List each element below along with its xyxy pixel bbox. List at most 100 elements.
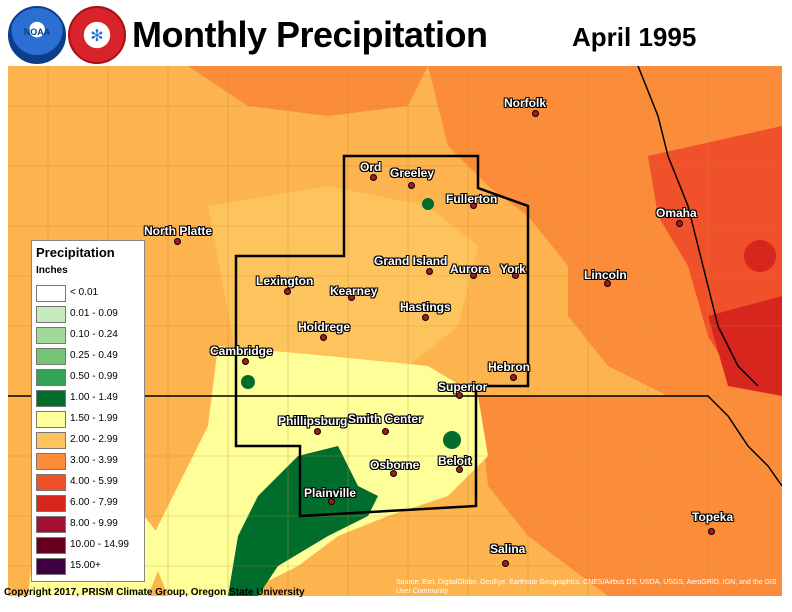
lincoln-marker: [604, 280, 611, 287]
city-label-osborne: Osborne: [370, 458, 420, 472]
city-label-phillipsburg: Phillipsburg: [278, 414, 348, 428]
beloit-marker: [456, 466, 463, 473]
salina-marker: [502, 560, 509, 567]
city-label-salina: Salina: [490, 542, 526, 556]
north-platte-marker: [174, 238, 181, 245]
city-label-smith-center: Smith Center: [348, 412, 423, 426]
legend-range-label: 6.00 - 7.99: [70, 497, 118, 508]
fullerton-marker: [470, 202, 477, 209]
hebron-marker: [510, 374, 517, 381]
city-label-grand-island: Grand Island: [374, 254, 448, 268]
legend-range-label: 3.00 - 3.99: [70, 455, 118, 466]
legend-title: Precipitation: [36, 245, 115, 260]
city-label-cambridge: Cambridge: [210, 344, 273, 358]
greeley-marker: [408, 182, 415, 189]
legend-swatch: [36, 474, 66, 491]
city-label-superior: Superior: [438, 380, 488, 394]
map-period: April 1995: [572, 22, 697, 52]
city-label-beloit: Beloit: [438, 454, 472, 468]
legend-range-label: 8.00 - 9.99: [70, 518, 118, 529]
city-label-aurora: Aurora: [450, 262, 490, 276]
city-label-kearney: Kearney: [330, 284, 378, 298]
holdrege-marker: [320, 334, 327, 341]
superior-marker: [456, 392, 463, 399]
legend-swatch: [36, 369, 66, 386]
city-label-norfolk: Norfolk: [504, 96, 546, 110]
legend-swatch: [36, 411, 66, 428]
city-label-topeka: Topeka: [692, 510, 734, 524]
legend-range-label: 0.50 - 0.99: [70, 371, 118, 382]
kansas-east-wet-region: [478, 396, 782, 596]
kearney-marker: [348, 294, 355, 301]
city-label-lexington: Lexington: [256, 274, 314, 288]
beloit-dry-cell: [443, 431, 461, 449]
city-label-greeley: Greeley: [390, 166, 435, 180]
north-wet-region: [188, 66, 428, 116]
legend-range-label: < 0.01: [70, 287, 99, 298]
city-label-fullerton: Fullerton: [446, 192, 498, 206]
legend-swatch: [36, 537, 66, 554]
city-label-york: York: [500, 262, 526, 276]
legend-range-label: 0.25 - 0.49: [70, 350, 118, 361]
legend-swatch: [36, 516, 66, 533]
legend-swatch: [36, 495, 66, 512]
legend-units: Inches: [36, 265, 68, 276]
city-label-holdrege: Holdrege: [298, 320, 351, 334]
legend-range-label: 0.10 - 0.24: [70, 329, 118, 340]
legend-swatch: [36, 432, 66, 449]
legend-swatch: [36, 327, 66, 344]
plainville-marker: [328, 498, 335, 505]
city-label-omaha: Omaha: [656, 206, 697, 220]
legend-swatch: [36, 285, 66, 302]
noaa-logo-text: NOAA: [23, 27, 51, 37]
phillipsburg-marker: [314, 428, 321, 435]
city-label-ord: Ord: [360, 160, 382, 174]
legend-swatch: [36, 558, 66, 575]
city-label-plainville: Plainville: [304, 486, 357, 500]
city-label-hebron: Hebron: [488, 360, 530, 374]
legend-range-label: 1.00 - 1.49: [70, 392, 118, 403]
legend-swatch: [36, 306, 66, 323]
legend-range-label: 0.01 - 0.09: [70, 308, 118, 319]
lexington-marker: [284, 288, 291, 295]
forecast-area-outline: [234, 154, 530, 518]
topeka-marker: [708, 528, 715, 535]
central-moderate-region: [208, 186, 478, 386]
very-dry-core: [228, 446, 378, 596]
aurora-marker: [470, 272, 477, 279]
map-title: Monthly Precipitation: [132, 14, 488, 55]
header: NOAA ✻ Monthly Precipitation April 1995: [0, 0, 792, 66]
hastings-marker: [422, 314, 429, 321]
state-boundary: [8, 395, 782, 487]
legend-range-label: 15.00+: [70, 560, 101, 571]
greeley-dry-cell: [422, 198, 434, 210]
source-attribution: Source: Esri, DigitalGlobe, GeoEye, Eart…: [396, 579, 777, 595]
legend-range-label: 4.00 - 5.99: [70, 476, 118, 487]
missouri-river: [637, 66, 759, 387]
noaa-logo: NOAA: [8, 6, 66, 64]
legend-swatch: [36, 390, 66, 407]
precipitation-map[interactable]: Norfolk Ord Greeley Fullerton North Plat…: [8, 66, 782, 596]
se-wet-core: [708, 296, 782, 396]
ord-marker: [370, 174, 377, 181]
map-canvas: [8, 66, 782, 596]
nws-logo: ✻: [68, 6, 126, 64]
smith-center-marker: [382, 428, 389, 435]
omaha-marker: [676, 220, 683, 227]
legend-swatch: [36, 348, 66, 365]
legend-range-label: 1.50 - 1.99: [70, 413, 118, 424]
cambridge-marker: [242, 358, 249, 365]
legend-range-label: 10.00 - 14.99: [70, 539, 129, 550]
norfolk-marker: [532, 110, 539, 117]
nws-logo-icon: ✻: [90, 28, 104, 45]
cambridge-dry-cell: [241, 375, 255, 389]
legend: Precipitation Inches < 0.01 0.01 - 0.09 0.…: [31, 240, 145, 582]
city-label-north-platte: North Platte: [144, 224, 213, 238]
osborne-marker: [390, 470, 397, 477]
city-label-hastings: Hastings: [400, 300, 451, 314]
grand-island-marker: [426, 268, 433, 275]
legend-swatch: [36, 453, 66, 470]
york-marker: [512, 272, 519, 279]
omaha-wet-cell: [744, 240, 776, 272]
legend-range-label: 2.00 - 2.99: [70, 434, 118, 445]
